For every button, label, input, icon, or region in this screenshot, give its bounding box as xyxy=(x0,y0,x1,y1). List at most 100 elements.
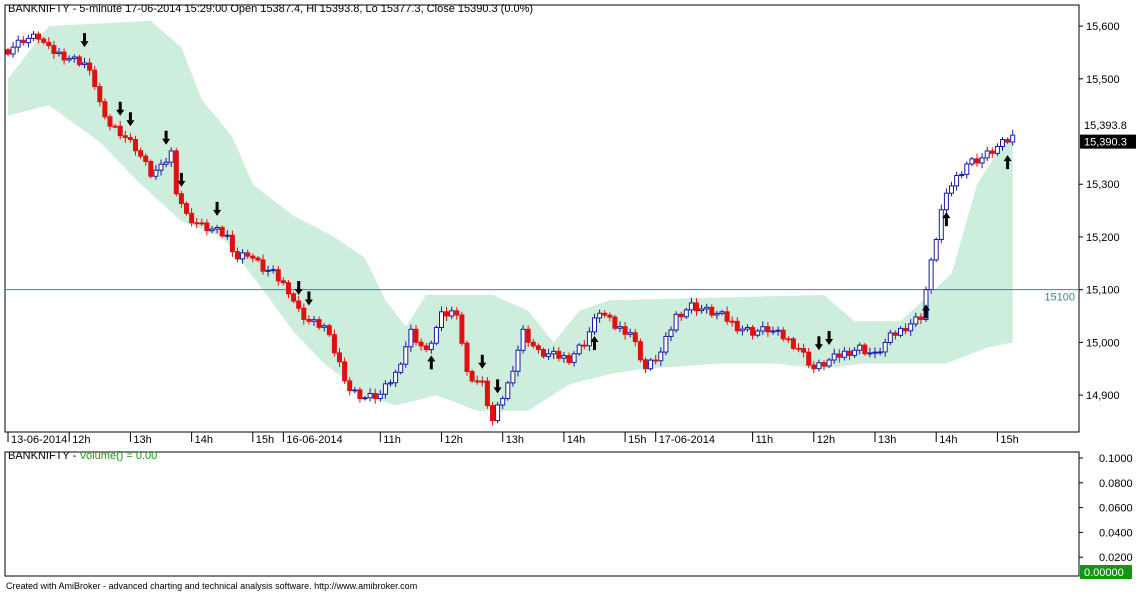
sell-arrow-icon xyxy=(478,354,487,369)
candle xyxy=(765,321,771,338)
candle xyxy=(433,325,439,346)
candle-body xyxy=(745,327,750,330)
candle-body xyxy=(566,355,572,363)
candle-body xyxy=(286,282,291,295)
candle xyxy=(10,41,16,58)
candle xyxy=(811,361,817,374)
candle-body xyxy=(490,405,495,422)
candle-body xyxy=(678,313,684,318)
candle-body xyxy=(1005,139,1011,143)
candle xyxy=(505,380,511,401)
time-tick-label: 14h xyxy=(195,434,213,446)
candle-body xyxy=(291,293,297,302)
candle-body xyxy=(750,327,756,336)
candle-body xyxy=(148,161,154,177)
candle xyxy=(775,326,781,336)
candle-body xyxy=(928,259,934,291)
candle-body xyxy=(586,331,592,347)
candle xyxy=(994,143,1000,157)
sell-arrow-icon xyxy=(814,336,823,351)
candle xyxy=(388,379,393,387)
volume-panel[interactable] xyxy=(4,451,1080,577)
candle-body xyxy=(938,209,944,240)
candle xyxy=(423,342,429,353)
volume-symbol: BANKNIFTY - xyxy=(8,450,79,462)
candle-body xyxy=(857,344,863,351)
candle xyxy=(581,339,587,350)
candle xyxy=(729,316,735,327)
candle-body xyxy=(153,169,159,177)
candle-body xyxy=(576,344,582,355)
candle xyxy=(780,327,786,342)
candle-body xyxy=(433,326,439,344)
time-tick-label: 11h xyxy=(756,434,774,446)
candle xyxy=(551,346,557,360)
candle-body xyxy=(714,312,720,316)
candle xyxy=(321,323,327,332)
candle-body xyxy=(510,370,516,384)
candle xyxy=(240,249,246,264)
candle-body xyxy=(393,371,399,384)
candle xyxy=(71,54,77,63)
candle xyxy=(204,219,210,236)
candle xyxy=(250,253,256,263)
candle-body xyxy=(15,39,21,48)
candle xyxy=(668,326,674,342)
candle-body xyxy=(541,349,546,357)
candle-layer xyxy=(5,30,1016,426)
candle xyxy=(444,307,450,322)
candle xyxy=(643,357,648,373)
candle xyxy=(821,360,827,371)
candle-body xyxy=(974,158,980,164)
candle xyxy=(714,310,720,320)
price-tick-label: 15,100 xyxy=(1086,285,1120,297)
candle-body xyxy=(505,382,511,400)
candle xyxy=(541,347,546,359)
candle xyxy=(377,390,383,402)
candle xyxy=(189,208,195,227)
candle xyxy=(877,347,883,356)
candle-body xyxy=(71,56,77,60)
candle xyxy=(586,327,592,352)
time-tick-label: 13-06-2014 xyxy=(11,434,67,446)
candle-body xyxy=(719,311,725,314)
close-value-label: 15,390.3 xyxy=(1084,137,1127,149)
candle-body xyxy=(816,362,822,370)
candle-body xyxy=(785,338,791,341)
candle xyxy=(133,135,138,156)
candle xyxy=(852,347,858,359)
buy-arrow-icon xyxy=(590,336,599,351)
candle-body xyxy=(357,389,363,399)
candle xyxy=(464,340,470,376)
candle-body xyxy=(530,341,536,347)
candle xyxy=(484,376,490,409)
candle xyxy=(127,133,133,143)
candle-body xyxy=(796,347,801,350)
candle xyxy=(964,161,970,179)
candle-body xyxy=(653,359,659,362)
candle-body xyxy=(219,226,225,237)
candle xyxy=(887,329,893,346)
candle xyxy=(194,218,200,229)
candle xyxy=(117,121,123,140)
candle-body xyxy=(612,316,618,329)
candle xyxy=(989,147,995,159)
candle xyxy=(602,310,608,318)
candle-body xyxy=(112,125,118,128)
candle xyxy=(510,365,516,387)
candle xyxy=(622,321,628,340)
candle xyxy=(535,343,541,354)
candle xyxy=(903,323,909,335)
candle-body xyxy=(316,319,322,328)
candle xyxy=(418,338,424,351)
candle-body xyxy=(245,252,251,257)
candle-body xyxy=(643,359,648,370)
candle-body xyxy=(240,252,246,260)
candle xyxy=(954,171,960,191)
candle xyxy=(969,156,975,167)
candle xyxy=(97,82,103,107)
candle-body xyxy=(163,161,169,165)
candle xyxy=(41,37,47,45)
candle xyxy=(31,30,36,42)
candle xyxy=(112,124,118,129)
